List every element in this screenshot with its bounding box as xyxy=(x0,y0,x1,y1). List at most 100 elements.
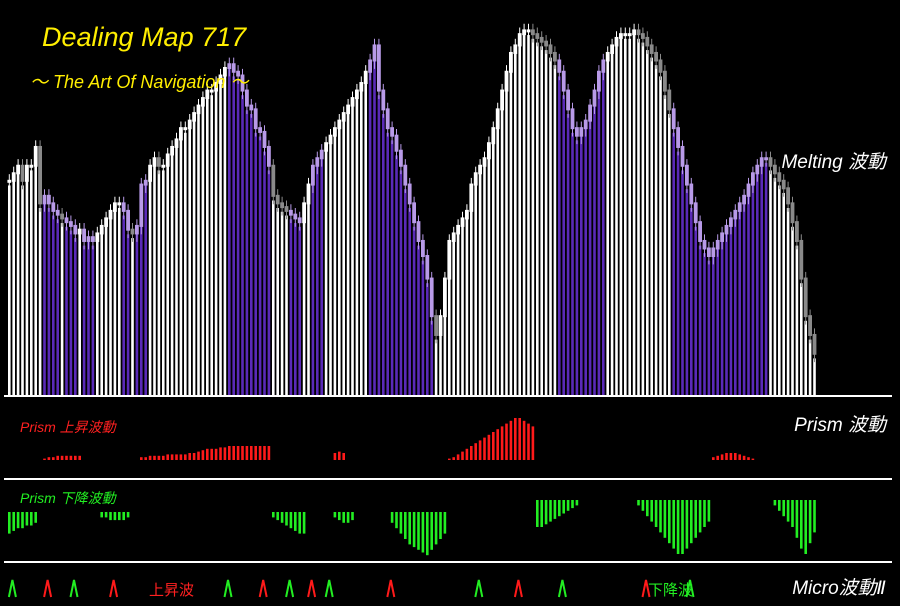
melting-bar xyxy=(360,87,363,397)
melting-candle-body xyxy=(482,157,487,167)
prism-down-bar xyxy=(346,512,350,523)
melting-candle-body xyxy=(258,127,262,133)
prism-down-bar xyxy=(333,512,337,518)
melting-candle-body xyxy=(535,33,540,39)
melting-bar xyxy=(25,170,29,396)
melting-bar xyxy=(624,38,627,397)
prism-up-bar xyxy=(201,450,205,460)
melting-candle-body xyxy=(42,194,47,205)
melting-bar xyxy=(566,114,570,396)
prism-up-bar xyxy=(527,423,530,460)
micro-up-signal-icon xyxy=(324,579,334,598)
melting-bar xyxy=(619,38,623,397)
prism-down-bar xyxy=(536,500,539,527)
prism-down-bar xyxy=(16,512,20,529)
prism-down-bar xyxy=(30,512,33,526)
melting-bar xyxy=(74,238,77,396)
melting-bar xyxy=(562,95,565,396)
melting-bar xyxy=(602,65,605,397)
prism-down-bar xyxy=(685,500,689,549)
prism-up-bar xyxy=(333,453,337,460)
prism-up-bar xyxy=(470,446,473,460)
chart-subtitle: ～ The Art Of Navigation ～ xyxy=(30,72,250,92)
prism-down-bar xyxy=(298,512,301,534)
prism-down-bar xyxy=(104,512,108,518)
melting-bar xyxy=(368,65,372,397)
prism-down-bar xyxy=(276,512,279,521)
melting-candle-body xyxy=(579,127,584,137)
melting-bar xyxy=(712,253,715,396)
melting-bar xyxy=(399,170,403,396)
melting-bar xyxy=(734,215,737,396)
melting-bar xyxy=(219,80,222,396)
prism-down-bar xyxy=(676,500,680,554)
melting-candle-body xyxy=(73,224,78,235)
melting-candle-body xyxy=(570,108,575,130)
prism-down-bar xyxy=(690,500,693,544)
melting-candle-body xyxy=(583,119,588,130)
melting-candle-body xyxy=(209,89,214,93)
melting-bar xyxy=(610,50,614,397)
melting-bar xyxy=(298,226,301,396)
melting-candle-body xyxy=(561,70,566,92)
melting-candle-body xyxy=(412,202,416,224)
melting-bar xyxy=(324,147,328,396)
melting-bar xyxy=(285,215,288,396)
melting-candle-body xyxy=(676,127,680,148)
melting-candle-body xyxy=(504,70,509,92)
melting-bar xyxy=(126,234,130,396)
micro-up-signal-icon xyxy=(223,579,233,598)
micro-down-signal-icon xyxy=(43,579,53,598)
melting-candle-body xyxy=(29,164,34,168)
prism-up-bar xyxy=(69,455,73,460)
melting-candle-body xyxy=(764,157,768,161)
prism-down-bar xyxy=(698,500,702,533)
prism-down-bar xyxy=(795,500,799,538)
melting-bar xyxy=(91,245,95,396)
melting-candle-body xyxy=(174,138,179,148)
melting-candle-body xyxy=(363,70,368,85)
prism-up-bar xyxy=(144,457,147,460)
prism-up-bar xyxy=(461,451,464,460)
melting-candle-body xyxy=(403,164,408,186)
melting-candle-body xyxy=(619,33,623,39)
melting-candle-body xyxy=(469,183,474,212)
melting-candle-body xyxy=(319,149,324,160)
melting-candle-body xyxy=(99,224,104,235)
melting-candle-body xyxy=(803,277,808,318)
melting-bar xyxy=(338,125,341,396)
micro-down-signal-icon xyxy=(109,579,119,598)
melting-bar xyxy=(34,151,37,396)
prism-up-bar xyxy=(245,446,249,460)
prism-up-bar xyxy=(228,446,231,460)
prism-down-bar xyxy=(808,500,812,544)
prism-down-bar xyxy=(434,512,438,545)
prism-up-bar xyxy=(148,455,152,460)
melting-candle-body xyxy=(77,228,82,235)
prism-up-bar xyxy=(188,453,191,460)
melting-bar xyxy=(725,230,728,396)
prism-down-bar xyxy=(786,500,790,522)
melting-candle-body xyxy=(746,183,751,197)
melting-bar xyxy=(175,144,178,396)
melting-candle-body xyxy=(592,89,597,107)
melting-candle-body xyxy=(69,221,73,227)
prism-down-bar xyxy=(672,500,675,549)
melting-candle-body xyxy=(447,239,452,280)
melting-candle-body xyxy=(698,221,702,242)
melting-bar xyxy=(267,170,271,396)
melting-candle-body xyxy=(742,194,746,205)
melting-bar xyxy=(113,208,117,396)
melting-bar xyxy=(716,245,719,396)
melting-candle-body xyxy=(139,183,144,227)
melting-candle-body xyxy=(517,33,522,47)
prism-down-bar xyxy=(800,500,803,549)
melting-bar xyxy=(289,219,293,396)
melting-candle-body xyxy=(610,44,614,54)
prism-down-bar xyxy=(553,500,557,519)
micro-up-signal-icon xyxy=(7,579,17,598)
melting-candle-body xyxy=(575,127,579,137)
melting-bar xyxy=(373,50,376,397)
melting-candle-body xyxy=(126,209,130,231)
melting-bar xyxy=(637,38,640,397)
